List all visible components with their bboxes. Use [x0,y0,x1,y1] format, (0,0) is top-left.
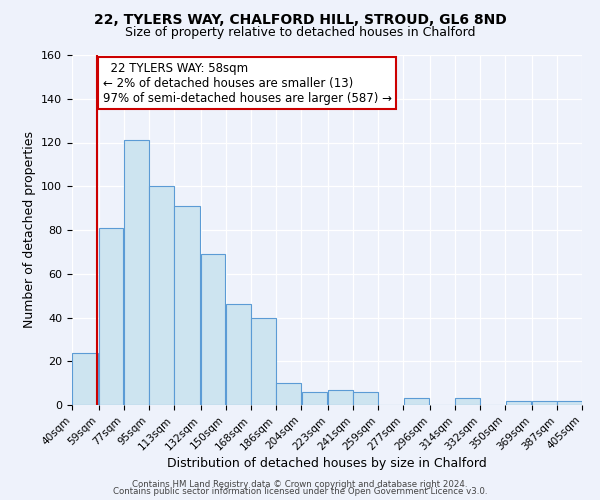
Text: Contains public sector information licensed under the Open Government Licence v3: Contains public sector information licen… [113,488,487,496]
Bar [226,304,251,405]
Bar [251,318,275,405]
Bar [557,400,581,405]
Y-axis label: Number of detached properties: Number of detached properties [23,132,35,328]
Bar [532,400,557,405]
Bar [505,400,532,405]
Bar [455,398,479,405]
Text: Size of property relative to detached houses in Chalford: Size of property relative to detached ho… [125,26,475,39]
Text: 22 TYLERS WAY: 58sqm
← 2% of detached houses are smaller (13)
97% of semi-detach: 22 TYLERS WAY: 58sqm ← 2% of detached ho… [103,62,392,104]
Bar [277,383,301,405]
Bar [149,186,173,405]
Bar [328,390,353,405]
Bar [404,398,430,405]
Bar [124,140,149,405]
X-axis label: Distribution of detached houses by size in Chalford: Distribution of detached houses by size … [167,457,487,470]
Bar [99,228,124,405]
Text: Contains HM Land Registry data © Crown copyright and database right 2024.: Contains HM Land Registry data © Crown c… [132,480,468,489]
Bar [302,392,328,405]
Bar [175,206,200,405]
Bar [73,352,98,405]
Text: 22, TYLERS WAY, CHALFORD HILL, STROUD, GL6 8ND: 22, TYLERS WAY, CHALFORD HILL, STROUD, G… [94,12,506,26]
Bar [353,392,377,405]
Bar [201,254,226,405]
